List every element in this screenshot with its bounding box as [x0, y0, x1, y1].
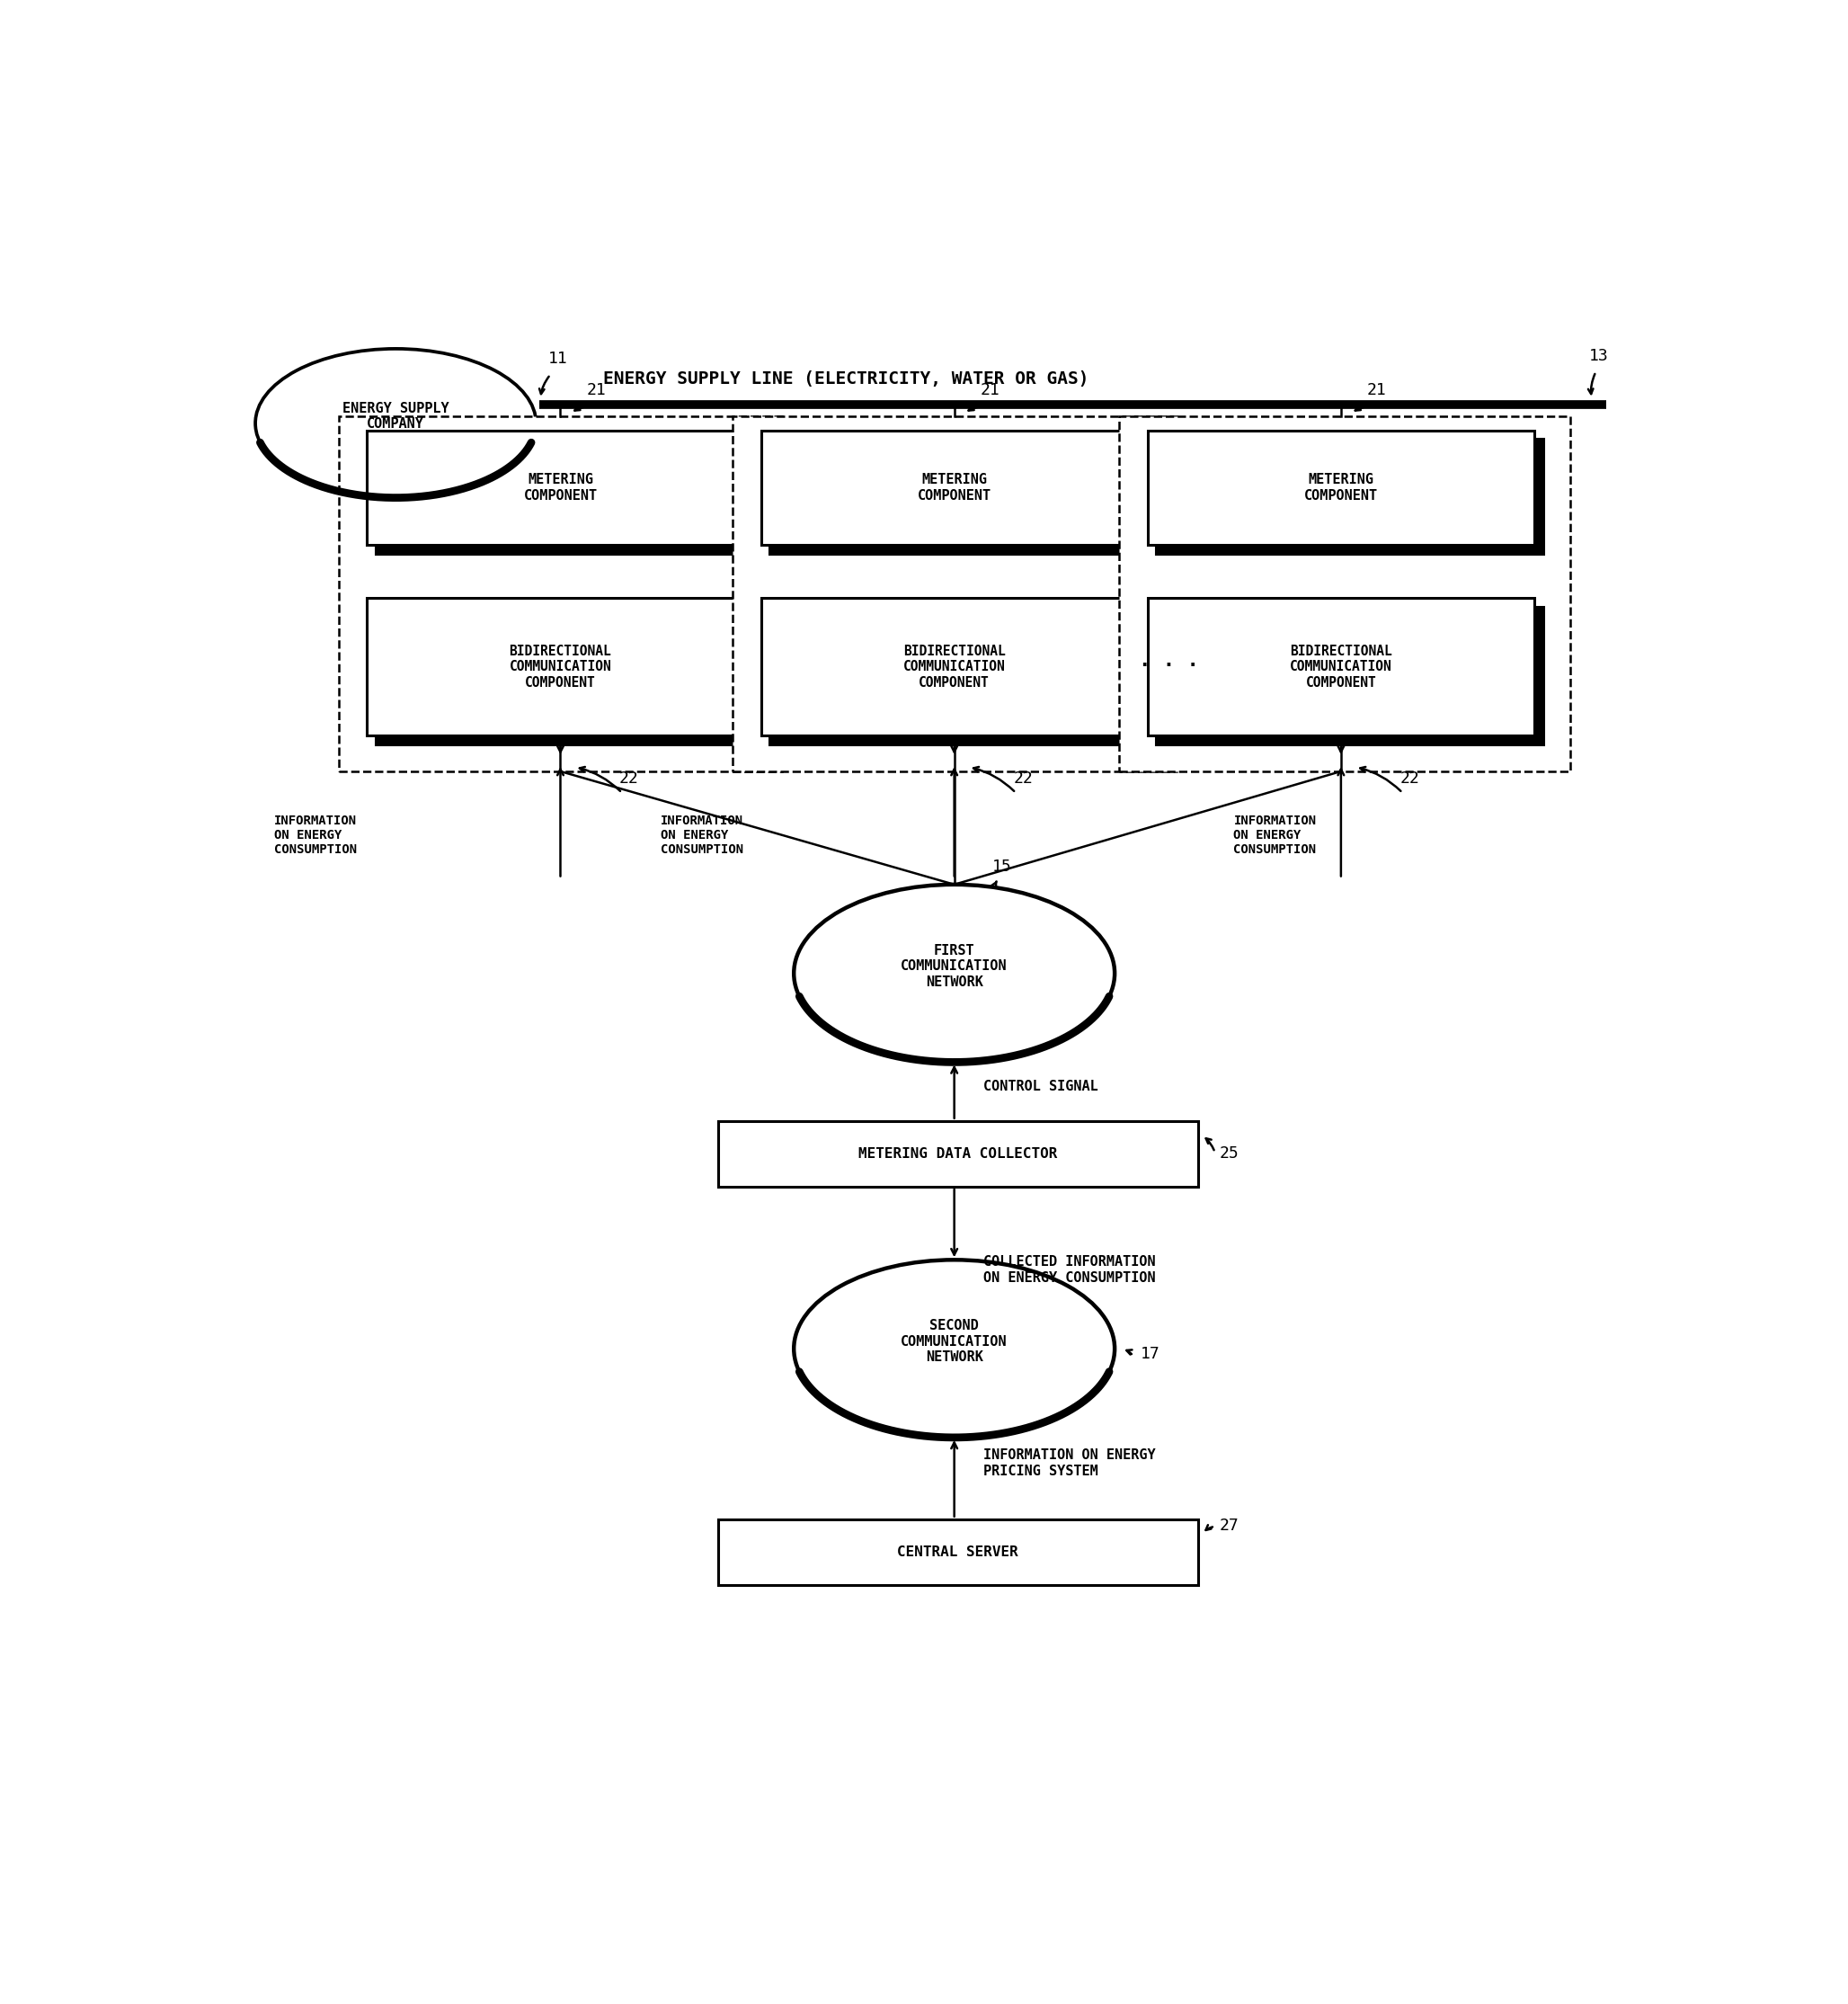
- Text: 22: 22: [619, 770, 639, 786]
- Polygon shape: [375, 607, 763, 743]
- Text: INFORMATION
ON ENERGY
CONSUMPTION: INFORMATION ON ENERGY CONSUMPTION: [662, 814, 743, 856]
- Polygon shape: [761, 431, 1148, 545]
- Ellipse shape: [795, 1261, 1114, 1437]
- Text: INFORMATION
ON ENERGY
CONSUMPTION: INFORMATION ON ENERGY CONSUMPTION: [274, 814, 357, 856]
- Text: 21: 21: [979, 383, 1000, 399]
- Text: 17: 17: [1140, 1347, 1161, 1363]
- Text: METERING
COMPONENT: METERING COMPONENT: [523, 473, 597, 503]
- Polygon shape: [769, 439, 1157, 553]
- Text: 21: 21: [1368, 383, 1386, 399]
- Text: BIDIRECTIONAL
COMMUNICATION
COMPONENT: BIDIRECTIONAL COMMUNICATION COMPONENT: [510, 645, 612, 689]
- Polygon shape: [1157, 439, 1543, 553]
- Text: CENTRAL SERVER: CENTRAL SERVER: [898, 1545, 1018, 1559]
- Ellipse shape: [795, 884, 1114, 1062]
- Polygon shape: [1148, 597, 1534, 735]
- Text: 27: 27: [1220, 1517, 1238, 1535]
- Text: CONTROL SIGNAL: CONTROL SIGNAL: [983, 1080, 1098, 1094]
- Text: ENERGY SUPPLY LINE (ELECTRICITY, WATER OR GAS): ENERGY SUPPLY LINE (ELECTRICITY, WATER O…: [604, 371, 1088, 387]
- Polygon shape: [368, 597, 754, 735]
- Polygon shape: [1157, 607, 1543, 743]
- Text: 22: 22: [1401, 770, 1419, 786]
- Text: BIDIRECTIONAL
COMMUNICATION
COMPONENT: BIDIRECTIONAL COMMUNICATION COMPONENT: [904, 645, 1005, 689]
- Text: METERING
COMPONENT: METERING COMPONENT: [917, 473, 991, 503]
- Polygon shape: [375, 439, 763, 553]
- Text: 22: 22: [1013, 770, 1033, 786]
- Polygon shape: [368, 431, 754, 545]
- Polygon shape: [719, 1120, 1198, 1186]
- Text: 21: 21: [586, 383, 606, 399]
- Polygon shape: [1148, 431, 1534, 545]
- Polygon shape: [761, 597, 1148, 735]
- Text: INFORMATION
ON ENERGY
CONSUMPTION: INFORMATION ON ENERGY CONSUMPTION: [1234, 814, 1316, 856]
- Polygon shape: [1118, 417, 1571, 772]
- Text: ENERGY SUPPLY
COMPANY: ENERGY SUPPLY COMPANY: [342, 401, 449, 431]
- Polygon shape: [769, 607, 1157, 743]
- Text: INFORMATION ON ENERGY
PRICING SYSTEM: INFORMATION ON ENERGY PRICING SYSTEM: [983, 1449, 1155, 1477]
- Polygon shape: [338, 417, 782, 772]
- Text: . . .: . . .: [1138, 651, 1199, 669]
- Text: BIDIRECTIONAL
COMMUNICATION
COMPONENT: BIDIRECTIONAL COMMUNICATION COMPONENT: [1290, 645, 1392, 689]
- Text: SECOND
COMMUNICATION
NETWORK: SECOND COMMUNICATION NETWORK: [902, 1319, 1007, 1365]
- Text: 11: 11: [547, 351, 567, 367]
- Polygon shape: [732, 417, 1177, 772]
- Text: METERING DATA COLLECTOR: METERING DATA COLLECTOR: [857, 1146, 1057, 1160]
- Text: 13: 13: [1589, 347, 1608, 365]
- Text: 15: 15: [992, 860, 1011, 876]
- Text: FIRST
COMMUNICATION
NETWORK: FIRST COMMUNICATION NETWORK: [902, 944, 1007, 988]
- Text: 25: 25: [1220, 1146, 1238, 1162]
- Text: METERING
COMPONENT: METERING COMPONENT: [1305, 473, 1379, 503]
- Polygon shape: [719, 1519, 1198, 1585]
- Ellipse shape: [255, 349, 536, 497]
- Text: COLLECTED INFORMATION
ON ENERGY CONSUMPTION: COLLECTED INFORMATION ON ENERGY CONSUMPT…: [983, 1255, 1155, 1285]
